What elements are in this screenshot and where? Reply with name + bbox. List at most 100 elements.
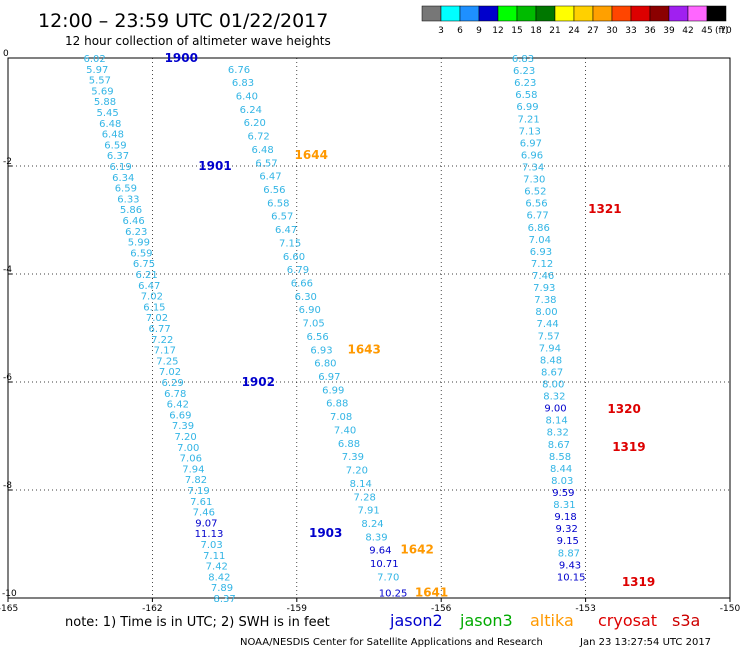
wave-height-value: 7.28 [354,492,376,503]
wave-height-value: 6.96 [521,150,543,161]
wave-height-value: 8.24 [361,519,383,530]
wave-height-value: 9.00 [544,404,566,415]
wave-height-value: 8.42 [208,572,230,583]
wave-height-value: 6.86 [528,223,550,234]
legend-swatch [573,5,594,22]
pass-label-cryosat: 1319 [622,575,655,589]
wave-height-value: 7.02 [146,313,168,324]
pass-label-altika: 1643 [347,343,380,357]
wave-height-value: 6.20 [244,118,266,129]
wave-height-value: 7.91 [357,506,379,517]
wave-height-value: 8.31 [553,500,575,511]
legend-tick-label: 42 [682,26,693,36]
legend-tick-label: 6 [457,26,463,36]
wave-height-value: 8.00 [542,380,564,391]
wave-height-value: 7.21 [517,114,539,125]
wave-height-value: 6.97 [520,138,542,149]
legend-tick-label: 27 [587,26,598,36]
wave-height-value: 7.34 [522,163,544,174]
wave-height-value: 11.13 [195,529,224,540]
wave-height-value: 6.40 [236,92,258,103]
wave-height-value: 6.57 [271,212,293,223]
wave-height-value: 6.15 [143,302,165,313]
x-tick-label: -150 [720,604,740,614]
legend-tick-label: 33 [625,26,636,36]
wave-height-value: 6.88 [338,439,360,450]
wave-height-value: 7.00 [177,443,199,454]
legend-tick-label: 45 [701,26,712,36]
wave-height-value: 6.72 [248,132,270,143]
wave-height-value: 7.30 [523,175,545,186]
wave-height-value: 7.06 [180,454,202,465]
wave-height-value: 8.32 [543,392,565,403]
wave-height-value: 9.15 [557,536,579,547]
footer-note: note: 1) Time is in UTC; 2) SWH is in fe… [65,615,330,630]
wave-height-value: 6.77 [526,211,548,222]
legend-swatch [592,5,613,22]
wave-height-value: 6.83 [232,78,254,89]
pass-label-altika: 1644 [295,148,328,162]
wave-height-value: 6.69 [169,410,191,421]
wave-height-value: 6.59 [115,184,137,195]
wave-height-value: 7.02 [141,292,163,303]
legend-tick-label: 3 [438,26,444,36]
wave-height-value: 5.57 [89,76,111,87]
wave-height-value: 6.93 [310,345,332,356]
pass-label-altika: 1641 [415,586,448,600]
wave-height-value: 8.32 [547,428,569,439]
legend-swatch [497,5,518,22]
wave-height-value: 6.23 [125,227,147,238]
legend-swatch [687,5,708,22]
wave-height-value: 8.39 [365,532,387,543]
wave-height-value: 5.86 [120,205,142,216]
wave-height-value: 7.94 [182,464,204,475]
legend-tick-label: 12 [492,26,503,36]
legend-swatch [535,5,556,22]
wave-height-value: 6.37 [107,151,129,162]
wave-height-value: 6.02 [84,54,106,65]
wave-height-value: 7.20 [174,432,196,443]
wave-height-value: 7.22 [151,335,173,346]
wave-height-value: 7.94 [539,343,561,354]
x-tick-label: -165 [0,604,18,614]
wave-height-value: 6.34 [112,173,134,184]
wave-height-value: 6.59 [130,248,152,259]
wave-height-value: 7.11 [203,551,225,562]
pass-label-jason2: 1902 [242,375,275,389]
legend-swatch [459,5,480,22]
chart-title: 12:00 – 23:59 UTC 01/22/2017 [38,10,328,32]
wave-height-value: 6.58 [267,198,289,209]
wave-height-value: 8.03 [551,476,573,487]
wave-height-value: 6.19 [109,162,131,173]
wave-height-value: 9.07 [195,518,217,529]
legend-tick-label: 30 [606,26,618,36]
wave-height-value: 6.77 [148,324,170,335]
chart-subtitle: 12 hour collection of altimeter wave hei… [65,34,331,48]
legend-swatch [611,5,632,22]
plot-area [7,57,731,599]
wave-height-value: 6.33 [117,194,139,205]
pass-label-jason2: 1901 [198,159,231,173]
wave-height-value: 6.88 [326,399,348,410]
wave-height-value: 6.56 [263,185,285,196]
pass-labels: 1900 1901 1902 1903 1644 1643 1642 1641 1321 1320… [165,51,656,600]
wave-height-value: 9.64 [369,546,391,557]
legend-tick-label: 15 [511,26,522,36]
wave-height-value: 6.48 [251,145,273,156]
pass-label-cryosat: 1321 [588,202,621,216]
pass-label-jason2: 1903 [309,526,342,540]
legend-tick-label: 21 [549,26,560,36]
axis-ticks: -165 -162 -159 -156 -153 -150 0 -2 -4 -6 -8 -10 [0,49,740,614]
legend-swatch [421,5,442,22]
wave-height-value: 6.83 [512,54,534,65]
legend-tick-label: 9 [476,26,482,36]
wave-height-value: 8.14 [350,479,372,490]
wave-height-value: 6.21 [135,270,157,281]
wave-height-value: 10.71 [370,559,399,570]
wave-height-value: 7.46 [532,271,554,282]
pass-label-cryosat: 1319 [612,440,645,454]
wave-height-value: 6.56 [306,332,328,343]
legend-swatch [554,5,575,22]
wave-height-value: 6.42 [167,400,189,411]
